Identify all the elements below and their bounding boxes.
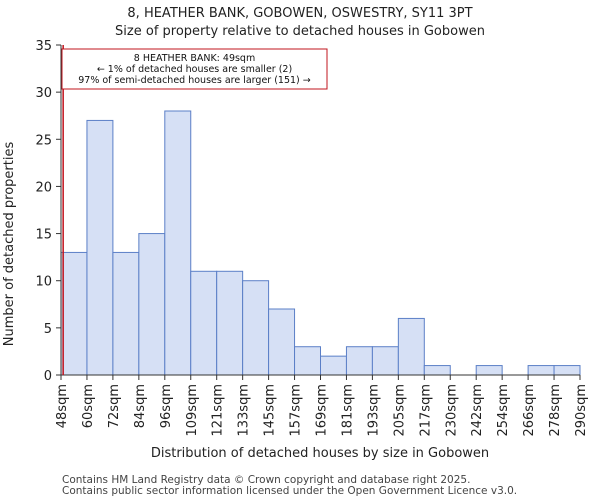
x-tick-label-278sqm: 278sqm — [548, 384, 563, 437]
x-tick-label-169sqm: 169sqm — [315, 384, 330, 437]
x-tick-label-96sqm: 96sqm — [159, 384, 174, 428]
footer-line-1: Contains HM Land Registry data © Crown c… — [62, 474, 470, 486]
bar-242sqm — [475, 365, 503, 376]
x-tick-label-230sqm: 230sqm — [444, 384, 459, 437]
bar-169sqm — [320, 355, 347, 376]
x-tick-label-84sqm: 84sqm — [133, 384, 148, 428]
chart-subtitle: Size of property relative to detached ho… — [115, 24, 485, 39]
x-tick-label-290sqm: 290sqm — [574, 384, 589, 437]
footer-line-2: Contains public sector information licen… — [62, 485, 517, 497]
annotation-box: 8 HEATHER BANK: 49sqm ← 1% of detached h… — [61, 48, 328, 90]
x-tick-label-217sqm: 217sqm — [418, 384, 433, 437]
y-tick-label-15: 15 — [35, 228, 52, 243]
x-tick-label-242sqm: 242sqm — [470, 384, 485, 437]
annotation-frame — [61, 48, 328, 90]
bar-133sqm — [242, 280, 270, 376]
bar-109sqm — [190, 270, 218, 376]
y-axis: 0 5 10 15 20 25 30 35 — [35, 39, 61, 384]
y-tick-label-25: 25 — [35, 133, 52, 148]
x-tick-label-133sqm: 133sqm — [237, 384, 252, 437]
bar-60sqm — [86, 119, 114, 376]
bars-group — [60, 110, 581, 376]
x-tick-label-205sqm: 205sqm — [392, 384, 407, 437]
x-tick-label-48sqm: 48sqm — [55, 384, 70, 428]
bar-48sqm — [60, 251, 88, 376]
annotation-line-1: 8 HEATHER BANK: 49sqm — [134, 53, 255, 64]
bar-121sqm — [216, 270, 244, 376]
bar-157sqm — [294, 346, 321, 376]
y-tick-label-35: 35 — [35, 39, 52, 54]
x-tick-label-157sqm: 157sqm — [289, 384, 304, 437]
y-tick-label-0: 0 — [44, 369, 52, 384]
bar-84sqm — [138, 233, 166, 376]
y-axis-label: Number of detached properties — [2, 142, 17, 347]
x-tick-label-109sqm: 109sqm — [185, 384, 200, 437]
x-tick-label-72sqm: 72sqm — [107, 384, 122, 428]
annotation-line-3: 97% of semi-detached houses are larger (… — [78, 75, 311, 86]
bar-96sqm — [164, 110, 192, 376]
bar-145sqm — [268, 308, 296, 376]
x-tick-label-193sqm: 193sqm — [366, 384, 381, 437]
x-tick-label-254sqm: 254sqm — [496, 384, 511, 437]
y-tick-label-10: 10 — [35, 275, 52, 290]
y-tick-label-20: 20 — [35, 180, 52, 195]
x-axis: 48sqm 60sqm 72sqm 84sqm 96sqm 109sqm 121sqm 133… — [55, 375, 589, 437]
y-tick-label-30: 30 — [35, 86, 52, 101]
x-tick-label-145sqm: 145sqm — [263, 384, 278, 437]
bar-181sqm — [345, 346, 373, 376]
bar-193sqm — [371, 346, 399, 376]
bar-278sqm — [553, 365, 581, 376]
bar-72sqm — [112, 251, 140, 376]
y-tick-label-5: 5 — [44, 322, 52, 337]
x-tick-label-266sqm: 266sqm — [522, 384, 537, 437]
x-axis-label: Distribution of detached houses by size … — [151, 446, 489, 461]
x-tick-label-121sqm: 121sqm — [211, 384, 226, 437]
bar-205sqm — [397, 317, 425, 376]
x-tick-label-60sqm: 60sqm — [81, 384, 96, 428]
bar-217sqm — [423, 365, 451, 376]
chart-title: 8, HEATHER BANK, GOBOWEN, OSWESTRY, SY11… — [127, 6, 472, 21]
x-tick-label-181sqm: 181sqm — [340, 384, 355, 437]
annotation-line-2: ← 1% of detached houses are smaller (2) — [97, 64, 292, 75]
bar-266sqm — [527, 365, 555, 376]
